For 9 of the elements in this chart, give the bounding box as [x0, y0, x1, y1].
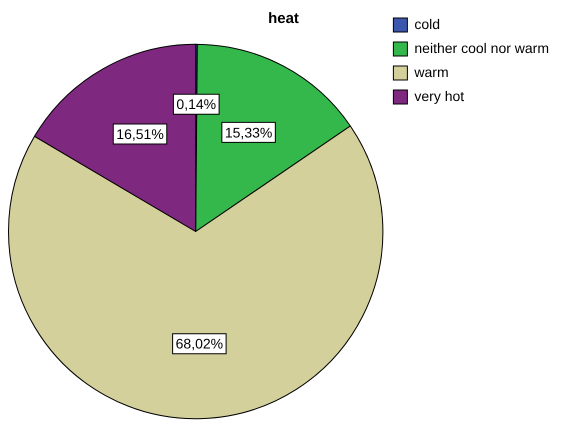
data-label: 15,33%	[224, 124, 272, 140]
chart-title: heat	[268, 10, 299, 28]
data-label: 68,02%	[176, 336, 224, 352]
legend-label: cold	[414, 16, 440, 32]
data-label: 0,14%	[176, 96, 216, 112]
legend-label: warm	[413, 64, 449, 80]
data-label: 16,51%	[116, 126, 164, 142]
legend-label: very hot	[414, 88, 464, 104]
legend-label: neither cool nor warm	[414, 40, 550, 56]
